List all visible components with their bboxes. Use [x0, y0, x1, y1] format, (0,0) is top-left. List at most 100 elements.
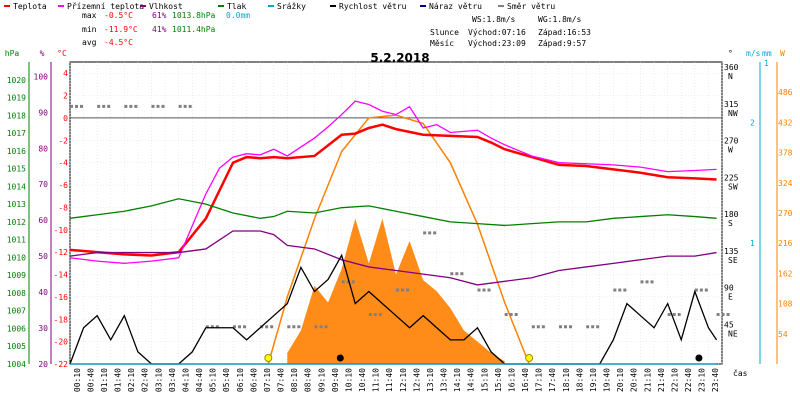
wind-dir-point	[401, 288, 404, 292]
wind-dir-point	[188, 104, 192, 108]
info-sun: Slunce	[430, 28, 459, 37]
axis-tick: 0	[63, 114, 68, 123]
moonrise-icon	[695, 354, 703, 362]
wind-dir-point	[482, 288, 486, 292]
wind-dir-point	[319, 325, 323, 329]
axis-unit: m/s	[746, 49, 761, 58]
wind-dir-point	[694, 288, 698, 292]
wind-dir-point	[129, 104, 133, 108]
axis-tick: 80	[38, 144, 48, 153]
axis-tick: W	[728, 146, 733, 155]
axis-tick: -4	[58, 159, 68, 168]
wind-dir-point	[215, 325, 219, 329]
x-tick: 22:40	[684, 368, 693, 392]
legend-label: Tlak	[227, 2, 246, 11]
axis-tick: -6	[58, 181, 68, 190]
axis-tick: 1019	[7, 94, 26, 103]
axis-tick: 1013	[7, 200, 26, 209]
axis-tick: 70	[38, 180, 48, 189]
x-tick: 10:10	[344, 368, 353, 392]
wind-dir-point	[161, 104, 165, 108]
x-axis-label: čas	[733, 368, 748, 378]
axis-unit: W	[780, 49, 785, 58]
stats-label: max	[82, 11, 97, 20]
axis-tick: 216	[778, 239, 793, 248]
wind-dir-point	[596, 325, 600, 329]
axis-tick: 432	[778, 118, 793, 127]
wind-dir-point	[178, 104, 182, 108]
axis-tick: 50	[38, 252, 48, 261]
stats-rain: 0.0mm	[226, 11, 250, 20]
wind-dir-point	[591, 325, 595, 329]
axis-tick: 108	[778, 300, 793, 309]
wind-dir-point	[238, 325, 241, 329]
x-tick: 21:40	[657, 368, 666, 392]
stats-temp: -0.5°C	[104, 11, 133, 20]
info-ws: WS:1.8m/s	[472, 15, 516, 24]
stats-press: 1011.4hPa	[172, 25, 216, 34]
wind-dir-point	[80, 104, 83, 108]
wind-dir-point	[151, 104, 155, 108]
wind-dir-point	[351, 280, 355, 284]
x-tick: 14:10	[453, 368, 462, 392]
stats-block: max -0.5°C 61% 1013.8hPa 0.0mm min -11.9°C 41% 1…	[82, 11, 591, 48]
x-tick: 08:10	[290, 368, 299, 392]
x-tick: 18:40	[575, 368, 584, 392]
axis-tick: 54	[778, 330, 788, 339]
axis-tick: 1011	[7, 236, 26, 245]
legend-label: Vlhkost	[149, 2, 183, 11]
wind-dir-point	[569, 325, 572, 329]
axis-tick: NE	[728, 329, 738, 338]
x-tick: 19:10	[589, 368, 598, 392]
wind-dir-point	[450, 272, 454, 276]
series-line	[69, 123, 717, 257]
axis-tick: 1006	[7, 324, 26, 333]
axis-tick: 270	[724, 137, 739, 146]
wind-dir-point	[541, 325, 545, 329]
x-tick: 21:10	[643, 368, 652, 392]
x-tick: 00:10	[73, 368, 82, 392]
x-tick: 16:10	[507, 368, 516, 392]
wind-dir-point	[314, 325, 318, 329]
wind-dir-point	[378, 313, 382, 317]
axis-tick: 1012	[7, 218, 26, 227]
axis-tick: -2	[58, 136, 68, 145]
axis-tick: 1018	[7, 111, 26, 120]
wind-dir-point	[455, 272, 459, 276]
axis-tick: 486	[778, 88, 793, 97]
x-tick: 05:40	[222, 368, 231, 392]
wind-dir-point	[292, 325, 296, 329]
wind-dir-point	[586, 325, 590, 329]
stats-hum: 61%	[152, 11, 167, 20]
axis-tick: 4	[63, 69, 68, 78]
wind-dir-point	[265, 325, 269, 329]
wind-dir-point	[233, 325, 236, 329]
x-tick: 15:40	[494, 368, 503, 392]
wind-dir-point	[650, 280, 654, 284]
legend-label: Směr větru	[507, 2, 555, 11]
axis-tick: 1008	[7, 289, 26, 298]
x-tick: 16:40	[521, 368, 530, 392]
x-tick: 02:40	[141, 368, 150, 392]
wind-dir-point	[270, 325, 274, 329]
axis-tick: N	[728, 72, 733, 81]
wind-dir-point	[210, 325, 214, 329]
wind-dir-point	[70, 104, 73, 108]
stats-label: min	[82, 25, 97, 34]
axis-tick: 378	[778, 149, 793, 158]
x-tick: 02:10	[127, 368, 136, 392]
wind-dir-point	[460, 272, 464, 276]
stats-label: avg	[82, 38, 97, 47]
wind-dir-point	[124, 104, 128, 108]
wind-dir-point	[667, 313, 671, 317]
wind-dir-point	[346, 280, 350, 284]
wind-dir-point	[721, 313, 725, 317]
x-tick: 12:10	[399, 368, 408, 392]
info-sun-rise: Východ:07:16	[468, 28, 526, 37]
axis-tick: 360	[724, 63, 739, 72]
stats-press: 1013.8hPa	[172, 11, 216, 20]
axis-tick: 225	[724, 173, 739, 182]
wind-dir-point	[564, 325, 567, 329]
wind-dir-point	[618, 288, 622, 292]
wind-dir-point	[368, 313, 372, 317]
